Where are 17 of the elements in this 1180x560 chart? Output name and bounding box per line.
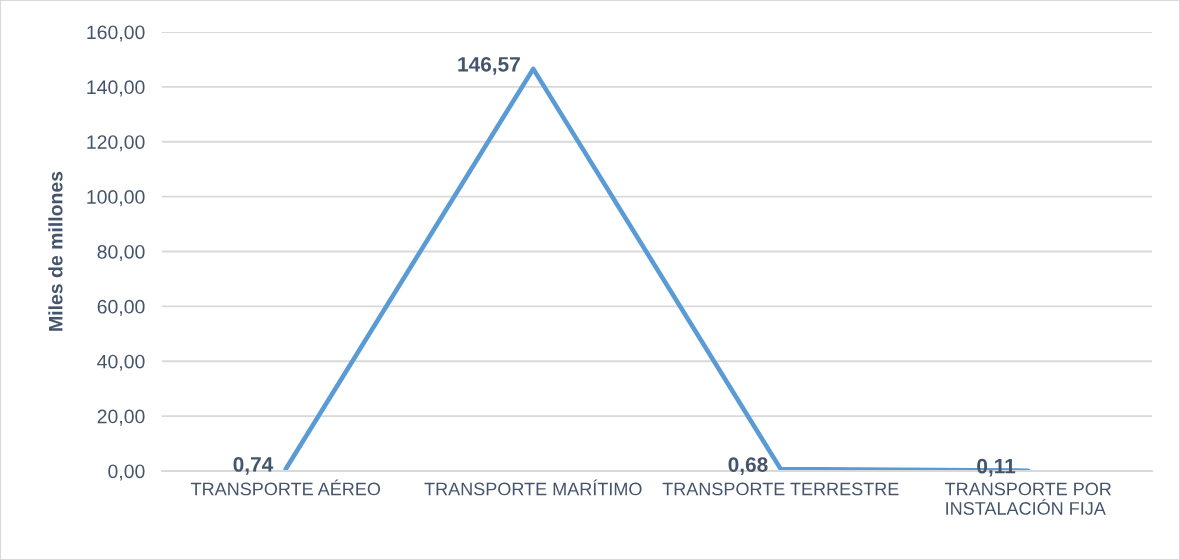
y-axis-title: Miles de millones xyxy=(48,171,63,331)
y-tick-label: 40,00 xyxy=(97,354,145,371)
y-tick-label: 20,00 xyxy=(97,409,145,426)
x-tick-label: TRANSPORTE TERRESTRE xyxy=(662,482,899,496)
y-tick-label: 160,00 xyxy=(87,25,145,42)
x-tick-label: TRANSPORTE MARÍTIMO xyxy=(424,479,642,496)
y-tick-label: 140,00 xyxy=(87,80,145,97)
y-tick-label: 100,00 xyxy=(87,190,145,207)
y-tick-label: 120,00 xyxy=(87,135,145,152)
x-tick-label: TRANSPORTE POR INSTALACIÓN FIJA xyxy=(945,482,1112,515)
data-label: 0,74 xyxy=(233,457,274,475)
y-tick-label: 0,00 xyxy=(108,464,145,481)
y-tick-label: 80,00 xyxy=(97,244,145,262)
data-label: 146,57 xyxy=(458,56,520,75)
y-tick-label: 60,00 xyxy=(97,299,145,316)
data-label: 0,68 xyxy=(728,457,768,475)
x-tick-label: TRANSPORTE AÉREO xyxy=(191,479,381,496)
